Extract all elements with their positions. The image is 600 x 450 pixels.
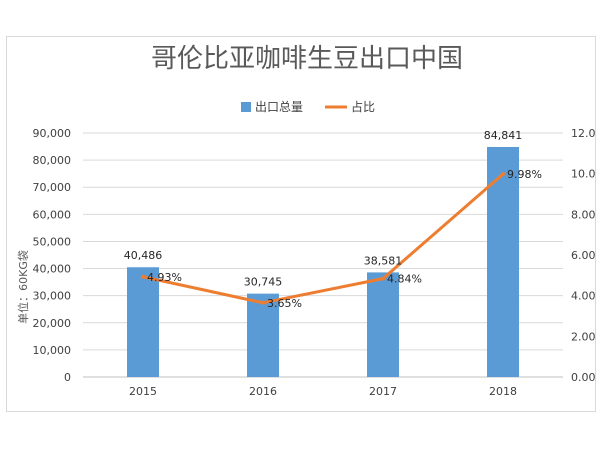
bar-data-label: 30,745 xyxy=(244,276,283,289)
line-data-label: 4.93% xyxy=(147,271,182,284)
bars xyxy=(127,146,519,377)
y2-tick-label: 2.00% xyxy=(571,330,595,343)
line-point xyxy=(381,276,385,281)
x-tick-label: 2018 xyxy=(489,385,517,398)
legend-label-line: 占比 xyxy=(351,99,375,114)
line-point xyxy=(141,274,145,279)
y2-tick-label: 0.00% xyxy=(571,371,595,384)
bar-data-label: 40,486 xyxy=(124,249,163,262)
axes: 0 10,000 20,000 30,000 40,000 50,000 60,000 70,… xyxy=(33,127,596,398)
y-tick-label: 0 xyxy=(64,371,71,384)
y-tick-label: 40,000 xyxy=(33,263,72,276)
y-tick-label: 90,000 xyxy=(33,127,72,140)
y-tick-label: 20,000 xyxy=(33,317,72,330)
bar xyxy=(367,272,399,377)
y2-tick-label: 12.00% xyxy=(571,127,595,140)
bar xyxy=(487,146,519,377)
y2-tick-label: 8.00% xyxy=(571,208,595,221)
y-tick-label: 60,000 xyxy=(33,208,72,221)
y-axis-title: 单位：60KG袋 xyxy=(16,250,30,324)
line-point xyxy=(261,300,265,305)
line-data-label: 3.65% xyxy=(267,297,302,310)
line-data-label: 9.98% xyxy=(507,168,542,181)
y-tick-label: 30,000 xyxy=(33,290,72,303)
bar xyxy=(247,293,279,377)
legend-label-bar: 出口总量 xyxy=(255,100,303,114)
y-tick-label: 70,000 xyxy=(33,181,72,194)
x-tick-label: 2015 xyxy=(129,385,157,398)
bar-data-label: 84,841 xyxy=(484,129,523,142)
data-labels: 40,486 30,745 38,581 84,841 4.93% 3.65% 4.84% 9… xyxy=(124,129,542,310)
y-tick-label: 50,000 xyxy=(33,235,72,248)
chart-title: 哥伦比亚咖啡生豆出口中国 xyxy=(151,44,463,74)
line-point xyxy=(501,172,505,177)
y-tick-label: 10,000 xyxy=(33,344,72,357)
y2-tick-label: 10.00% xyxy=(571,168,595,181)
chart-frame: 哥伦比亚咖啡生豆出口中国 出口总量 占比 40,486 30,745 38,581 8… xyxy=(6,36,596,412)
bar xyxy=(127,267,159,377)
bar-data-label: 38,581 xyxy=(364,254,403,267)
gridlines xyxy=(83,132,563,378)
x-tick-label: 2016 xyxy=(249,385,277,398)
combo-chart: 哥伦比亚咖啡生豆出口中国 出口总量 占比 40,486 30,745 38,581 8… xyxy=(16,44,596,398)
y-tick-label: 80,000 xyxy=(33,154,72,167)
line-data-label: 4.84% xyxy=(387,273,422,286)
legend-swatch-bar xyxy=(241,102,251,112)
line-series xyxy=(141,172,505,305)
x-tick-label: 2017 xyxy=(369,385,397,398)
legend: 出口总量 占比 xyxy=(241,99,375,114)
y2-tick-label: 4.00% xyxy=(571,290,595,303)
line-path xyxy=(142,172,504,305)
y2-tick-label: 6.00% xyxy=(571,249,595,262)
